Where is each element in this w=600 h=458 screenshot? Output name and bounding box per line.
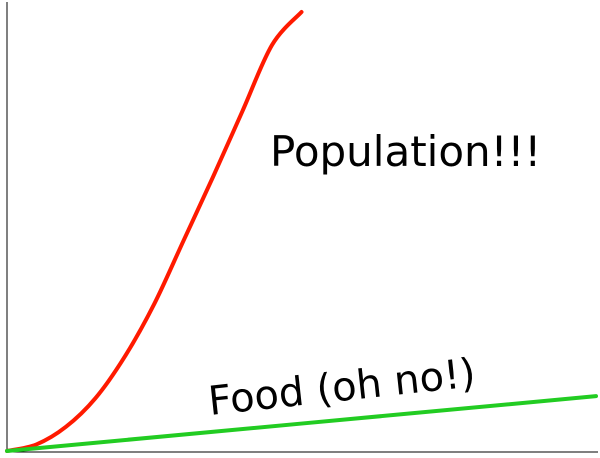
population-series-line xyxy=(5,10,304,453)
series-layer xyxy=(5,10,598,453)
food-annotation: Food (oh no!) xyxy=(206,350,478,425)
food-series-line xyxy=(5,394,598,453)
population-annotation: Population!!! xyxy=(270,127,541,176)
